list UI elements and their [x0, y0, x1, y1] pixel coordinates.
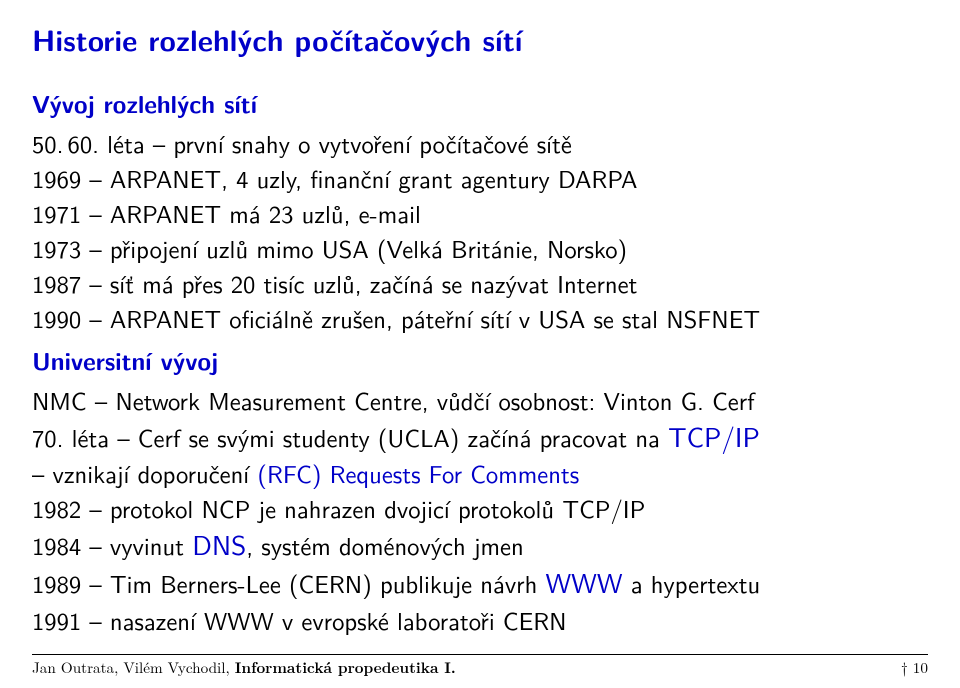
- vyvoj-line: 50. 60. léta – první snahy o vytvoření p…: [32, 127, 928, 160]
- keyword-www: WWW: [546, 563, 623, 602]
- footer-authors: Jan Outrata, Vilém Vychodil,: [32, 657, 235, 678]
- footer: Jan Outrata, Vilém Vychodil, Informatick…: [0, 654, 960, 678]
- text: 1989 – Tim Berners-Lee (CERN) publikuje …: [32, 565, 546, 601]
- univ-line-1991: 1991 – nasazení WWW v evropské laboratoř…: [32, 604, 928, 637]
- vyvoj-line: 1973 – připojení uzlů mimo USA (Velká Br…: [32, 232, 928, 265]
- text: 1984 – vyvinut: [32, 527, 192, 563]
- footer-rule: [32, 654, 928, 655]
- text: 70. léta – Cerf se svými studenty (UCLA)…: [32, 419, 668, 455]
- footer-title: Informatická propedeutika I.: [235, 657, 456, 678]
- vyvoj-lines: 50. 60. léta – první snahy o vytvoření p…: [32, 127, 928, 335]
- univ-line-rfc: – vznikají doporučení (RFC) Requests For…: [32, 457, 928, 490]
- section-heading-univ: Universitní vývoj: [32, 345, 928, 378]
- content-area: Vývoj rozlehlých sítí 50. 60. léta – prv…: [32, 88, 928, 637]
- footer-page: † 10: [901, 657, 928, 678]
- footer-line: Jan Outrata, Vilém Vychodil, Informatick…: [32, 657, 928, 678]
- slide-title: Historie rozlehlých počítačových sítí: [32, 18, 928, 60]
- section-heading-vyvoj: Vývoj rozlehlých sítí: [32, 88, 928, 121]
- keyword-tcpip: TCP/IP: [668, 417, 760, 456]
- footer-left: Jan Outrata, Vilém Vychodil, Informatick…: [32, 657, 456, 678]
- univ-line-nmc: NMC – Network Measurement Centre, vůdčí …: [32, 384, 928, 417]
- univ-line-tcpip: 70. léta – Cerf se svými studenty (UCLA)…: [32, 419, 928, 455]
- slide: Historie rozlehlých počítačových sítí Vý…: [0, 0, 960, 688]
- keyword-rfc: (RFC) Requests For Comments: [257, 455, 579, 491]
- text: – vznikají doporučení: [32, 455, 257, 491]
- univ-line-1984: 1984 – vyvinut DNS, systém doménových jm…: [32, 527, 928, 563]
- keyword-dns: DNS: [192, 525, 246, 564]
- text: , systém doménových jmen: [246, 527, 523, 563]
- univ-lines: NMC – Network Measurement Centre, vůdčí …: [32, 384, 928, 637]
- text: a hypertextu: [623, 565, 761, 601]
- vyvoj-line: 1971 – ARPANET má 23 uzlů, e-mail: [32, 197, 928, 230]
- univ-line-1989: 1989 – Tim Berners-Lee (CERN) publikuje …: [32, 565, 928, 601]
- vyvoj-line: 1990 – ARPANET oficiálně zrušen, páteřní…: [32, 302, 928, 335]
- vyvoj-line: 1987 – síť má přes 20 tisíc uzlů, začíná…: [32, 267, 928, 300]
- vyvoj-line: 1969 – ARPANET, 4 uzly, finanční grant a…: [32, 162, 928, 195]
- univ-line-1982: 1982 – protokol NCP je nahrazen dvojicí …: [32, 492, 928, 525]
